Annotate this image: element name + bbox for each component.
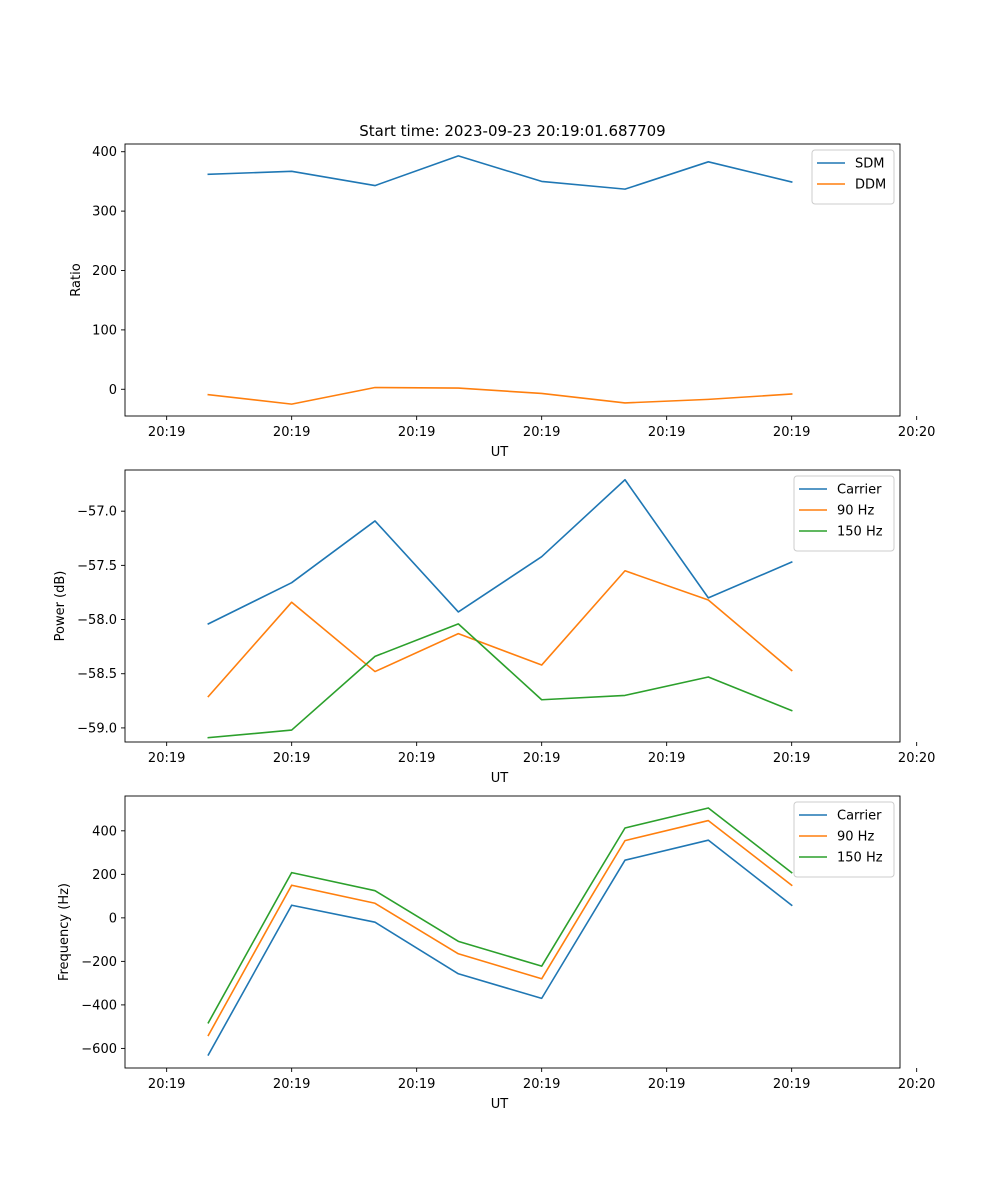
chart-3: 20:19 20:19 20:19 20:19 20:19 20:19 20:20 −600 −… (57, 795, 935, 1112)
x-axis-label: UT (491, 1097, 509, 1112)
y-tick-label: 400 (92, 824, 117, 839)
x-tick-label: 20:19 (773, 1077, 810, 1092)
x-tick-label: 20:19 (398, 425, 435, 440)
y-axis-label: Ratio (69, 263, 84, 296)
y-tick-label: −58.5 (77, 667, 117, 682)
legend-label: DDM (855, 178, 886, 193)
x-tick-label: 20:19 (773, 425, 810, 440)
chart-2: 20:19 20:19 20:19 20:19 20:19 20:19 20:20 −59.0… (53, 469, 935, 786)
series-line-sdm (207, 155, 793, 190)
x-tick-label: 20:19 (148, 425, 185, 440)
x-tick-label: 20:20 (898, 1077, 935, 1092)
legend-box (793, 801, 895, 878)
legend-box (793, 475, 895, 552)
y-tick-label: 300 (92, 205, 117, 220)
series-line-90-hz (207, 819, 793, 1037)
series-line-carrier (207, 478, 793, 625)
legend-label: SDM (855, 157, 884, 172)
series-line-150-hz (207, 623, 793, 739)
y-tick-label: 200 (92, 264, 117, 279)
series-line-carrier (207, 839, 793, 1057)
x-tick-label: 20:19 (148, 751, 185, 766)
x-tick-label: 20:20 (898, 425, 935, 440)
y-axis-label: Frequency (Hz) (57, 883, 72, 981)
y-tick-label: −59.0 (77, 721, 117, 736)
x-tick-label: 20:19 (398, 1077, 435, 1092)
series-line-ddm (207, 386, 793, 405)
x-tick-label: 20:19 (648, 1077, 685, 1092)
y-tick-label: 0 (109, 383, 117, 398)
x-tick-label: 20:19 (148, 1077, 185, 1092)
legend-label: Carrier (837, 483, 882, 498)
legend-label: 150 Hz (837, 851, 883, 866)
legend: Carrier 90 Hz 150 Hz (793, 475, 895, 552)
y-tick-label: 400 (92, 145, 117, 160)
x-tick-label: 20:20 (898, 751, 935, 766)
x-tick-label: 20:19 (273, 425, 310, 440)
y-tick-label: −57.0 (77, 505, 117, 520)
x-axis-label: UT (491, 445, 509, 460)
axes-frame (124, 469, 901, 743)
x-tick-label: 20:19 (773, 751, 810, 766)
legend-label: 90 Hz (837, 504, 874, 519)
series-line-150-hz (207, 807, 793, 1024)
series-line-90-hz (207, 569, 793, 698)
x-tick-label: 20:19 (523, 751, 560, 766)
axes-frame (124, 795, 901, 1069)
legend-label: Carrier (837, 809, 882, 824)
axes-frame (124, 143, 901, 417)
y-tick-label: −200 (81, 955, 117, 970)
y-tick-label: −400 (81, 998, 117, 1013)
y-tick-label: 200 (92, 868, 117, 883)
figure-title: Start time: 2023-09-23 20:19:01.687709 (359, 122, 665, 140)
y-tick-label: 0 (109, 911, 117, 926)
y-axis-label: Power (dB) (53, 571, 68, 642)
x-axis-label: UT (491, 771, 509, 786)
chart-1: 20:19 20:19 20:19 20:19 20:19 20:19 20:20 0 100 2… (69, 143, 935, 460)
x-tick-label: 20:19 (273, 751, 310, 766)
x-tick-label: 20:19 (648, 425, 685, 440)
legend: SDM DDM (811, 149, 895, 205)
y-tick-label: −600 (81, 1042, 117, 1057)
y-tick-label: 100 (92, 323, 117, 338)
legend: Carrier 90 Hz 150 Hz (793, 801, 895, 878)
x-tick-label: 20:19 (398, 751, 435, 766)
y-tick-label: −58.0 (77, 613, 117, 628)
x-tick-label: 20:19 (523, 1077, 560, 1092)
y-tick-label: −57.5 (77, 559, 117, 574)
x-tick-label: 20:19 (523, 425, 560, 440)
x-tick-label: 20:19 (648, 751, 685, 766)
x-tick-label: 20:19 (273, 1077, 310, 1092)
charts-container: 20:19 20:19 20:19 20:19 20:19 20:19 20:20 0 100 2… (53, 143, 935, 1112)
legend-label: 150 Hz (837, 525, 883, 540)
legend-label: 90 Hz (837, 830, 874, 845)
